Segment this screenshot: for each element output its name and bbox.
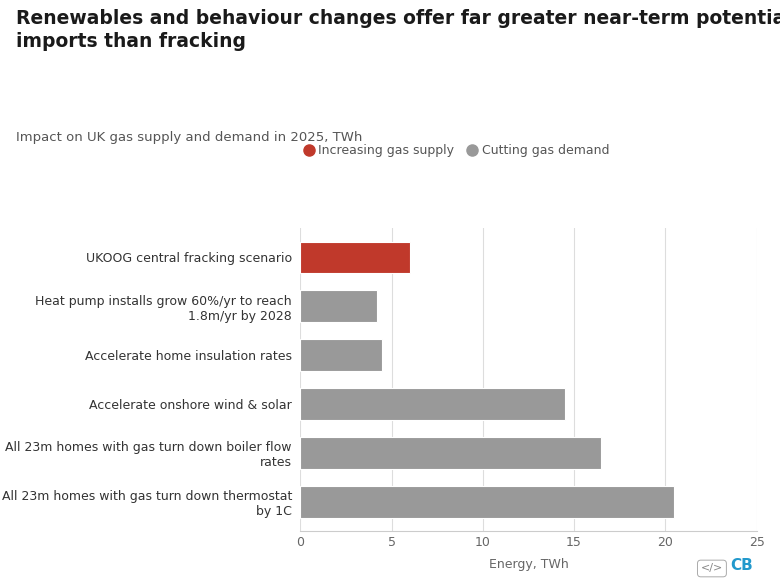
Text: Impact on UK gas supply and demand in 2025, TWh: Impact on UK gas supply and demand in 20… [16, 131, 362, 144]
Bar [300, 242, 410, 273]
Text: </>: </> [700, 564, 723, 573]
Bar [300, 486, 675, 517]
Bar [300, 437, 601, 469]
X-axis label: Energy, TWh: Energy, TWh [488, 558, 569, 571]
Legend: Increasing gas supply, Cutting gas demand: Increasing gas supply, Cutting gas deman… [306, 144, 609, 158]
Bar [300, 290, 377, 322]
Text: Renewables and behaviour changes offer far greater near-term potential to replac: Renewables and behaviour changes offer f… [16, 9, 780, 51]
Bar [300, 339, 382, 371]
Bar [300, 388, 565, 420]
Text: CB: CB [730, 558, 753, 573]
